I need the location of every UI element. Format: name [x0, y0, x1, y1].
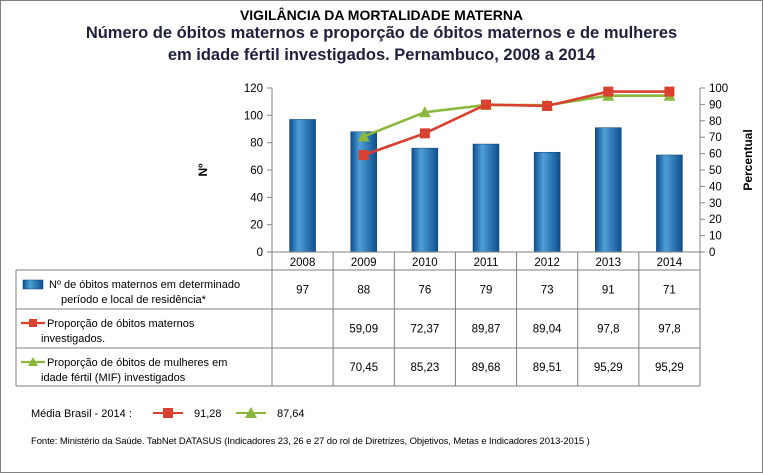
data-label: 95,29	[594, 362, 623, 374]
right-tick-label: 70	[709, 132, 722, 144]
x-tick-label: 2013	[595, 257, 621, 269]
media-square-marker	[163, 408, 173, 418]
right-tick-label: 40	[709, 181, 722, 193]
left-tick-label: 40	[250, 192, 263, 204]
chart-supertitle: VIGILÂNCIA DA MORTALIDADE MATERNA	[239, 7, 524, 23]
data-label: 71	[663, 285, 676, 297]
series-line	[363, 90, 670, 157]
left-tick-label: 80	[250, 138, 263, 150]
left-tick-label: 100	[244, 110, 263, 122]
data-label: 89,04	[533, 324, 562, 336]
data-label: 97	[296, 285, 309, 297]
data-label: 70,45	[349, 362, 378, 374]
bar	[595, 127, 622, 253]
bar	[533, 151, 561, 253]
right-tick-label: 90	[709, 99, 722, 111]
data-label: 91	[602, 285, 615, 297]
line-point	[542, 100, 553, 111]
line-series	[357, 86, 676, 161]
data-label: 79	[480, 285, 493, 297]
data-label: 76	[418, 285, 431, 297]
data-label: 85,23	[410, 362, 439, 374]
legend-text: Proporção de óbitos maternos	[47, 318, 195, 330]
right-tick-label: 60	[709, 149, 722, 161]
line-point	[418, 106, 431, 118]
right-tick-label: 10	[709, 231, 722, 243]
axes: 0 20 40 60 80 100 120 Nº 0 10 20 30 40 50 60 70 80 90 100 P…	[196, 83, 755, 259]
legend-marker-swatch	[28, 357, 38, 366]
data-label: 59,09	[349, 324, 378, 336]
line-point	[481, 99, 491, 110]
data-label: 89,87	[472, 324, 501, 336]
legend-text: Nº de óbitos maternos em determinado	[49, 279, 240, 291]
data-table: 2008 2009 2010 2011 2012 2013 2014 97 88 76 79 73 91…	[15, 251, 701, 387]
legend-bar-swatch	[22, 279, 44, 290]
right-tick-label: 0	[709, 247, 715, 259]
left-tick-label: 60	[250, 165, 263, 177]
left-tick-label: 20	[250, 220, 263, 232]
data-label: 88	[357, 285, 370, 297]
source-note: Fonte: Ministério da Saúde. TabNet DATAS…	[31, 436, 590, 447]
legend-text: idade fértil (MIF) investigados	[41, 372, 186, 384]
data-label: 97,8	[597, 324, 619, 336]
right-tick-label: 20	[709, 214, 722, 226]
legend-text: investigados.	[41, 333, 105, 345]
media-value2: 87,64	[277, 408, 305, 420]
right-tick-label: 80	[709, 116, 722, 128]
data-label: 97,8	[658, 324, 680, 336]
right-axis-title: Percentual	[741, 129, 755, 190]
bar	[472, 143, 500, 253]
bar	[350, 131, 377, 253]
media-label: Média Brasil - 2014 :	[31, 408, 132, 420]
x-tick-label: 2008	[290, 257, 316, 269]
data-label: 95,29	[655, 362, 684, 374]
legend-text: período e local de residência*	[61, 294, 207, 306]
media-triangle-marker	[245, 407, 257, 418]
line-point	[603, 86, 614, 97]
bars	[289, 119, 683, 253]
bar	[656, 154, 683, 253]
series-line	[363, 94, 670, 138]
media-value1: 91,28	[194, 408, 222, 420]
line-point	[358, 150, 369, 161]
bar	[289, 119, 316, 253]
right-tick-label: 30	[709, 198, 722, 210]
bar	[411, 147, 439, 253]
line-point	[664, 86, 675, 97]
left-tick-label: 0	[257, 247, 263, 259]
left-axis-title: Nº	[196, 163, 210, 177]
left-tick-label: 120	[244, 83, 263, 95]
right-tick-label: 100	[709, 83, 728, 95]
line-point	[357, 130, 370, 142]
x-tick-label: 2010	[412, 257, 438, 269]
data-label: 72,37	[410, 324, 439, 336]
legend-marker-swatch	[29, 319, 37, 327]
x-tick-label: 2011	[474, 257, 499, 269]
x-tick-label: 2009	[351, 257, 377, 269]
right-tick-label: 50	[709, 165, 722, 177]
data-label: 89,51	[533, 362, 562, 374]
x-tick-label: 2014	[657, 257, 683, 269]
table-legend: Nº de óbitos maternos em determinado perí…	[21, 279, 240, 384]
legend-text: Proporção de óbitos de mulheres em	[47, 357, 227, 369]
line-point	[419, 128, 430, 139]
x-tick-label: 2012	[534, 257, 560, 269]
data-label: 89,68	[472, 362, 501, 374]
data-label: 73	[541, 285, 554, 297]
media-brasil-markers: Média Brasil - 2014 : 91,28 87,64	[31, 407, 305, 420]
chart-title-line2: em idade fértil investigados. Pernambuco…	[167, 46, 596, 64]
chart-title-line1: Número de óbitos maternos e proporção de…	[85, 24, 678, 42]
